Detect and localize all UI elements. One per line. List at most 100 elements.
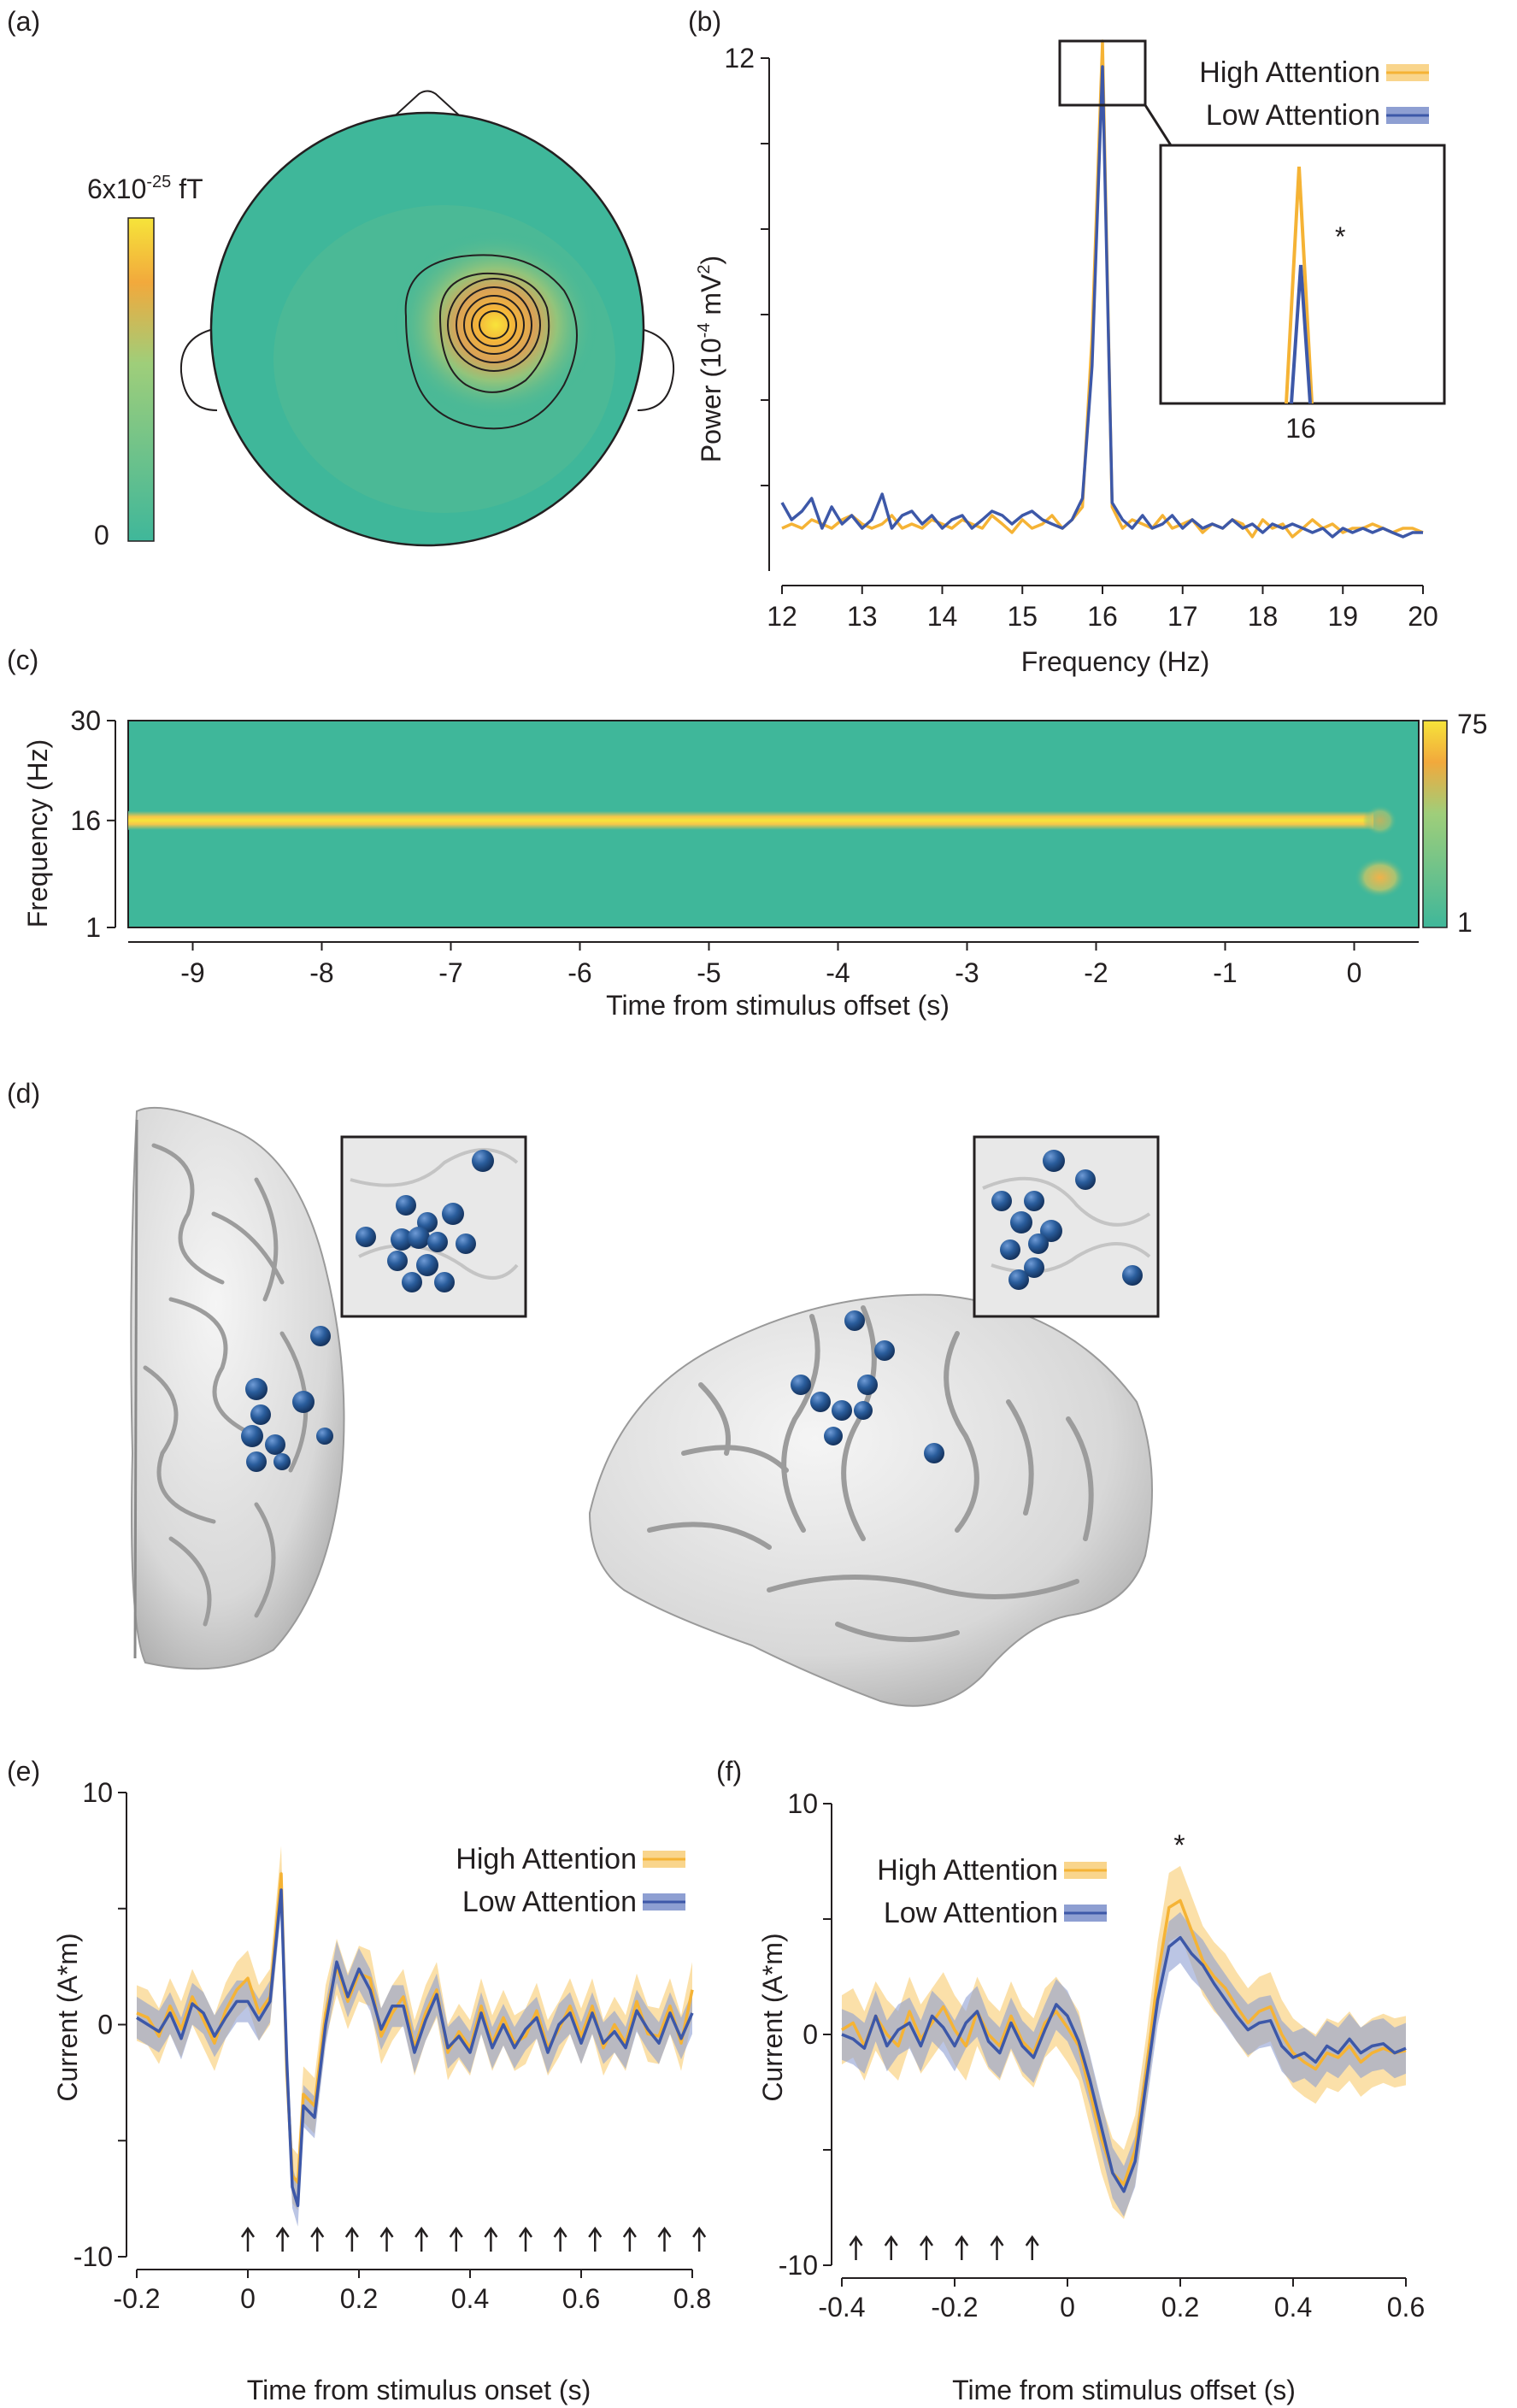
chart-e-ylabel: Current (A*m) xyxy=(52,1933,83,2101)
chart-c-x-tick-label: -1 xyxy=(1213,957,1237,988)
chart-f: -10 0 10 -0.4 -0.2 0 0.2 0.4 0.6 High Attention Lo… xyxy=(779,1788,1425,2323)
chart-e-stimulus-arrowhead xyxy=(344,2226,359,2238)
colorbar-c-max-label: 75 xyxy=(1457,709,1488,739)
chart-f-x-tick-label: -0.2 xyxy=(931,2292,978,2323)
chart-f-x-tick-label: 0.4 xyxy=(1274,2292,1312,2323)
chart-b-inset-tick: 16 xyxy=(1285,413,1316,444)
chart-b-ylabel: Power (10-4 mV2) xyxy=(695,256,726,462)
chart-c-x-tick-label: -3 xyxy=(955,957,979,988)
chart-f-x-tick-label: 0.2 xyxy=(1161,2292,1199,2323)
chart-b-x-tick-label: 18 xyxy=(1248,601,1279,632)
chart-e-series-low xyxy=(136,1888,694,2208)
panel-label-e: (e) xyxy=(7,1756,40,1787)
chart-f-stimulus-arrowhead xyxy=(849,2234,863,2246)
chart-e-legend-label: Low Attention xyxy=(462,1886,637,1918)
chart-f-series-low xyxy=(841,1935,1407,2193)
chart-e-x-tick-label: 0.4 xyxy=(451,2283,489,2314)
chart-b-ylabel-text: Power (10 xyxy=(696,338,726,462)
chart-f-star: * xyxy=(1173,1829,1185,1862)
chart-b-x-tick-label: 13 xyxy=(847,601,878,632)
chart-e-stimulus-arrowhead xyxy=(553,2226,567,2238)
brain-top-sensors xyxy=(241,1326,333,1472)
brain-top-view xyxy=(130,1106,345,1670)
chart-e-stimulus-arrowhead xyxy=(622,2226,637,2238)
panel-c: (c) -9 -8 -7 -6 -5 -4 -3 -2 -1 0 1 16 30 Frequency (… xyxy=(7,645,1488,1021)
brain-side-sensors xyxy=(791,1310,944,1463)
brain-side-inset xyxy=(973,1135,1160,1318)
chart-b-x-tick-label: 15 xyxy=(1007,601,1038,632)
brain-top-inset xyxy=(340,1135,527,1318)
chart-b-zoom-connector xyxy=(1144,104,1173,146)
panel-a: (a) 6x10-25 fT 0 xyxy=(7,6,675,550)
panel-e: (e) -10 0 10 -0.2 0 0.2 0.4 0.6 0.8 High Attentio… xyxy=(7,1756,711,2405)
head-left-ear xyxy=(179,328,218,411)
chart-c-x-tick-label: -4 xyxy=(826,957,850,988)
chart-c-offset-16hz-blob xyxy=(1362,804,1397,836)
chart-e-stimulus-arrowhead xyxy=(692,2226,707,2238)
chart-b-x-tick-label: 17 xyxy=(1167,601,1198,632)
panel-label-d: (d) xyxy=(7,1078,40,1109)
chart-e-stimulus-arrowhead xyxy=(449,2226,463,2238)
chart-b-legend-label: High Attention xyxy=(1199,56,1380,89)
chart-e-stimulus-arrowhead xyxy=(588,2226,603,2238)
chart-c-x-tick-label: -9 xyxy=(180,957,204,988)
panel-label-a: (a) xyxy=(7,6,40,37)
chart-b-inset-low-line xyxy=(1290,264,1312,404)
chart-b-ylabel-exp2: 2 xyxy=(695,265,714,274)
chart-f-stimulus-arrowhead xyxy=(990,2234,1004,2246)
chart-c-y-tick-label: 30 xyxy=(70,705,101,736)
topomap-contours xyxy=(404,254,578,430)
chart-b-ylabel-unit: mV xyxy=(696,274,726,323)
chart-f-ylabel: Current (A*m) xyxy=(757,1933,788,2101)
chart-e-x-tick-label: 0 xyxy=(240,2283,256,2314)
chart-c-x-tick-label: -7 xyxy=(438,957,462,988)
chart-e-stimulus-arrowhead xyxy=(415,2226,429,2238)
chart-f-x-tick-label: 0.6 xyxy=(1387,2292,1425,2323)
chart-f-series-high xyxy=(841,1899,1407,2187)
chart-c-x-tick-label: -5 xyxy=(697,957,720,988)
chart-e-stimulus-arrowhead xyxy=(518,2226,533,2238)
chart-e-stimulus-arrowhead xyxy=(275,2226,290,2238)
colorbar-a xyxy=(127,217,155,542)
chart-e: -10 0 10 -0.2 0 0.2 0.4 0.6 0.8 High Attention Low… xyxy=(73,1777,711,2314)
chart-b-inset-star: * xyxy=(1335,221,1345,252)
colorbar-a-max-exponent: -25 xyxy=(146,173,171,191)
chart-e-xlabel: Time from stimulus onset (s) xyxy=(247,2375,591,2405)
panel-f: (f) -10 0 10 -0.4 -0.2 0 0.2 0.4 0.6 High Attenti… xyxy=(716,1756,1425,2405)
chart-e-x-tick-label: 0.6 xyxy=(562,2283,600,2314)
panel-label-f: (f) xyxy=(716,1756,742,1787)
chart-c-x-tick-label: -8 xyxy=(309,957,333,988)
chart-b-x-tick-label: 16 xyxy=(1087,601,1118,632)
colorbar-c xyxy=(1422,720,1448,928)
chart-e-y-tick-label: 10 xyxy=(82,1777,113,1808)
chart-f-x-tick-label: 0 xyxy=(1060,2292,1075,2323)
chart-b-x-tick-label: 20 xyxy=(1408,601,1438,632)
panel-d: (d) xyxy=(7,1078,1160,1707)
chart-b-legend-label: Low Attention xyxy=(1206,99,1380,132)
colorbar-a-max-base: 6x10 xyxy=(87,174,146,204)
chart-f-legend-label: High Attention xyxy=(877,1854,1058,1887)
chart-f-y-tick-label: -10 xyxy=(779,2250,818,2281)
chart-b-x-tick-label: 12 xyxy=(767,601,797,632)
head-right-ear xyxy=(637,328,675,411)
chart-f-y-tick-label: 0 xyxy=(803,2019,818,2050)
chart-f-legend-label: Low Attention xyxy=(884,1897,1058,1929)
chart-c-xlabel: Time from stimulus offset (s) xyxy=(606,990,950,1021)
panel-b: (b) 12 12 13 14 15 16 17 18 19 20 High Attention Lo… xyxy=(688,6,1446,677)
brain-side-view xyxy=(588,1293,1153,1707)
chart-b-inset-high-line xyxy=(1285,166,1314,404)
colorbar-a-unit: fT xyxy=(171,174,203,204)
chart-c-y-tick-label: 1 xyxy=(85,912,101,943)
chart-c-x-tick-label: 0 xyxy=(1347,957,1362,988)
chart-b-series-low xyxy=(780,65,1423,539)
chart-e-stimulus-arrowhead xyxy=(379,2226,394,2238)
chart-c-16hz-band xyxy=(128,810,1374,830)
chart-e-stimulus-arrowhead xyxy=(240,2226,256,2238)
chart-f-stimulus-arrowhead xyxy=(1025,2234,1039,2246)
chart-f-xlabel: Time from stimulus offset (s) xyxy=(952,2375,1296,2405)
chart-f-stimulus-arrowhead xyxy=(955,2234,969,2246)
chart-f-stimulus-arrowhead xyxy=(919,2234,934,2246)
chart-b-ylabel-exp: -4 xyxy=(695,323,714,339)
chart-b-x-tick-label: 14 xyxy=(927,601,958,632)
